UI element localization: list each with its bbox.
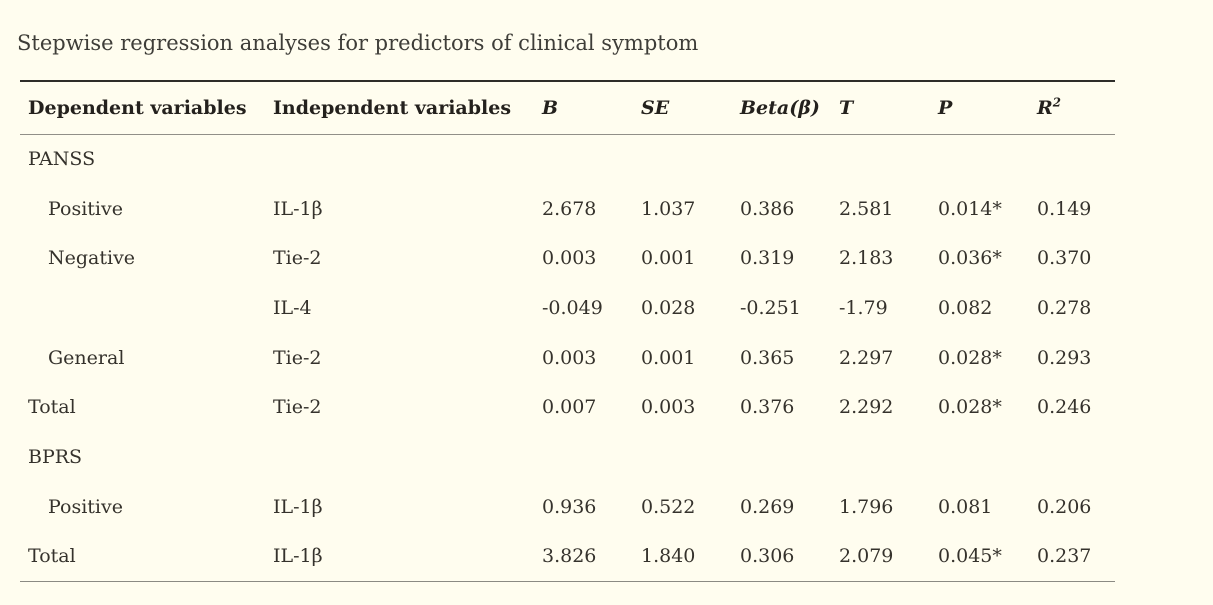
cell-beta: 0.306 — [740, 545, 795, 568]
cell-r2: 0.293 — [1037, 346, 1092, 369]
cell-r2 — [1029, 134, 1115, 184]
cell-beta: 0.269 — [740, 495, 795, 518]
column-header-independent-variables: Independent variables — [273, 96, 512, 119]
cell-dependent: Positive — [48, 197, 123, 220]
cell-independent — [265, 134, 534, 184]
cell-dependent: BPRS — [28, 445, 83, 468]
cell-r2 — [1029, 432, 1115, 482]
cell-r2: 0.370 — [1037, 247, 1092, 270]
cell-t: 2.581 — [839, 197, 894, 220]
table-row-panss-general: General Tie-2 0.003 0.001 0.365 2.297 0.… — [20, 333, 1115, 383]
cell-independent: IL-4 — [273, 296, 312, 319]
cell-se: 1.840 — [641, 545, 696, 568]
column-header-beta: Beta(β) — [740, 96, 820, 119]
cell-p: 0.028* — [938, 396, 1002, 419]
column-header-se: SE — [641, 96, 670, 119]
cell-dependent — [20, 283, 265, 333]
cell-b: 0.003 — [542, 247, 597, 270]
cell-b — [534, 432, 633, 482]
cell-independent — [265, 432, 534, 482]
cell-b: 0.007 — [542, 396, 597, 419]
cell-independent: Tie-2 — [273, 346, 322, 369]
cell-dependent: General — [48, 346, 125, 369]
cell-p — [930, 134, 1029, 184]
table-row-panss-section: PANSS — [20, 134, 1115, 184]
cell-beta: 0.319 — [740, 247, 795, 270]
cell-r2: 0.278 — [1037, 296, 1092, 319]
cell-p — [930, 432, 1029, 482]
table-row-bprs-total: Total IL-1β 3.826 1.840 0.306 2.079 0.04… — [20, 532, 1115, 582]
cell-b — [534, 134, 633, 184]
table-row-panss-negative-il4: IL-4 -0.049 0.028 -0.251 -1.79 0.082 0.2… — [20, 283, 1115, 333]
cell-se: 0.522 — [641, 495, 696, 518]
cell-b: 0.003 — [542, 346, 597, 369]
cell-beta — [732, 134, 831, 184]
cell-independent: Tie-2 — [273, 396, 322, 419]
cell-b: 3.826 — [542, 545, 597, 568]
table-row-panss-positive: Positive IL-1β 2.678 1.037 0.386 2.581 0… — [20, 184, 1115, 234]
table-caption: Stepwise regression analyses for predict… — [17, 31, 699, 55]
column-header-dependent-variables: Dependent variables — [28, 96, 247, 119]
cell-b: 0.936 — [542, 495, 597, 518]
cell-p: 0.028* — [938, 346, 1002, 369]
cell-se: 0.003 — [641, 396, 696, 419]
cell-se — [633, 134, 732, 184]
cell-beta: 0.386 — [740, 197, 795, 220]
table-row-panss-total: Total Tie-2 0.007 0.003 0.376 2.292 0.02… — [20, 382, 1115, 432]
cell-b: 2.678 — [542, 197, 597, 220]
cell-p: 0.014* — [938, 197, 1002, 220]
cell-b: -0.049 — [542, 296, 603, 319]
cell-t: 2.297 — [839, 346, 894, 369]
cell-t — [831, 432, 930, 482]
table-row-bprs-section: BPRS — [20, 432, 1115, 482]
r-squared-base: R — [1037, 96, 1053, 119]
cell-beta: -0.251 — [740, 296, 801, 319]
cell-se: 0.001 — [641, 346, 696, 369]
table-header-row: Dependent variables Independent variable… — [20, 81, 1115, 134]
cell-dependent: Negative — [48, 247, 136, 270]
cell-beta — [732, 432, 831, 482]
r-squared-exponent: 2 — [1052, 95, 1061, 110]
cell-r2: 0.246 — [1037, 396, 1092, 419]
cell-independent: Tie-2 — [273, 247, 322, 270]
cell-independent: IL-1β — [273, 495, 323, 518]
cell-dependent: Positive — [48, 495, 123, 518]
cell-r2: 0.206 — [1037, 495, 1092, 518]
cell-dependent: Total — [28, 396, 76, 419]
cell-se: 1.037 — [641, 197, 696, 220]
cell-t: -1.79 — [839, 296, 888, 319]
cell-beta: 0.376 — [740, 396, 795, 419]
cell-t: 1.796 — [839, 495, 894, 518]
cell-se — [633, 432, 732, 482]
cell-p: 0.082 — [938, 296, 993, 319]
cell-p: 0.081 — [938, 495, 993, 518]
column-header-r-squared: R2 — [1029, 81, 1115, 134]
cell-dependent: PANSS — [28, 148, 96, 171]
cell-t: 2.292 — [839, 396, 894, 419]
regression-table: Dependent variables Independent variable… — [20, 80, 1115, 582]
table-row-panss-negative: Negative Tie-2 0.003 0.001 0.319 2.183 0… — [20, 233, 1115, 283]
cell-p: 0.036* — [938, 247, 1002, 270]
cell-t — [831, 134, 930, 184]
cell-p: 0.045* — [938, 545, 1002, 568]
cell-independent: IL-1β — [273, 197, 323, 220]
cell-dependent: Total — [28, 545, 76, 568]
cell-independent: IL-1β — [273, 545, 323, 568]
column-header-t: T — [839, 96, 854, 119]
cell-se: 0.028 — [641, 296, 696, 319]
cell-se: 0.001 — [641, 247, 696, 270]
cell-r2: 0.149 — [1037, 197, 1092, 220]
table-row-bprs-positive: Positive IL-1β 0.936 0.522 0.269 1.796 0… — [20, 482, 1115, 532]
cell-t: 2.079 — [839, 545, 894, 568]
cell-r2: 0.237 — [1037, 545, 1092, 568]
cell-t: 2.183 — [839, 247, 894, 270]
column-header-p: P — [938, 96, 953, 119]
cell-beta: 0.365 — [740, 346, 795, 369]
column-header-b: B — [542, 96, 559, 119]
